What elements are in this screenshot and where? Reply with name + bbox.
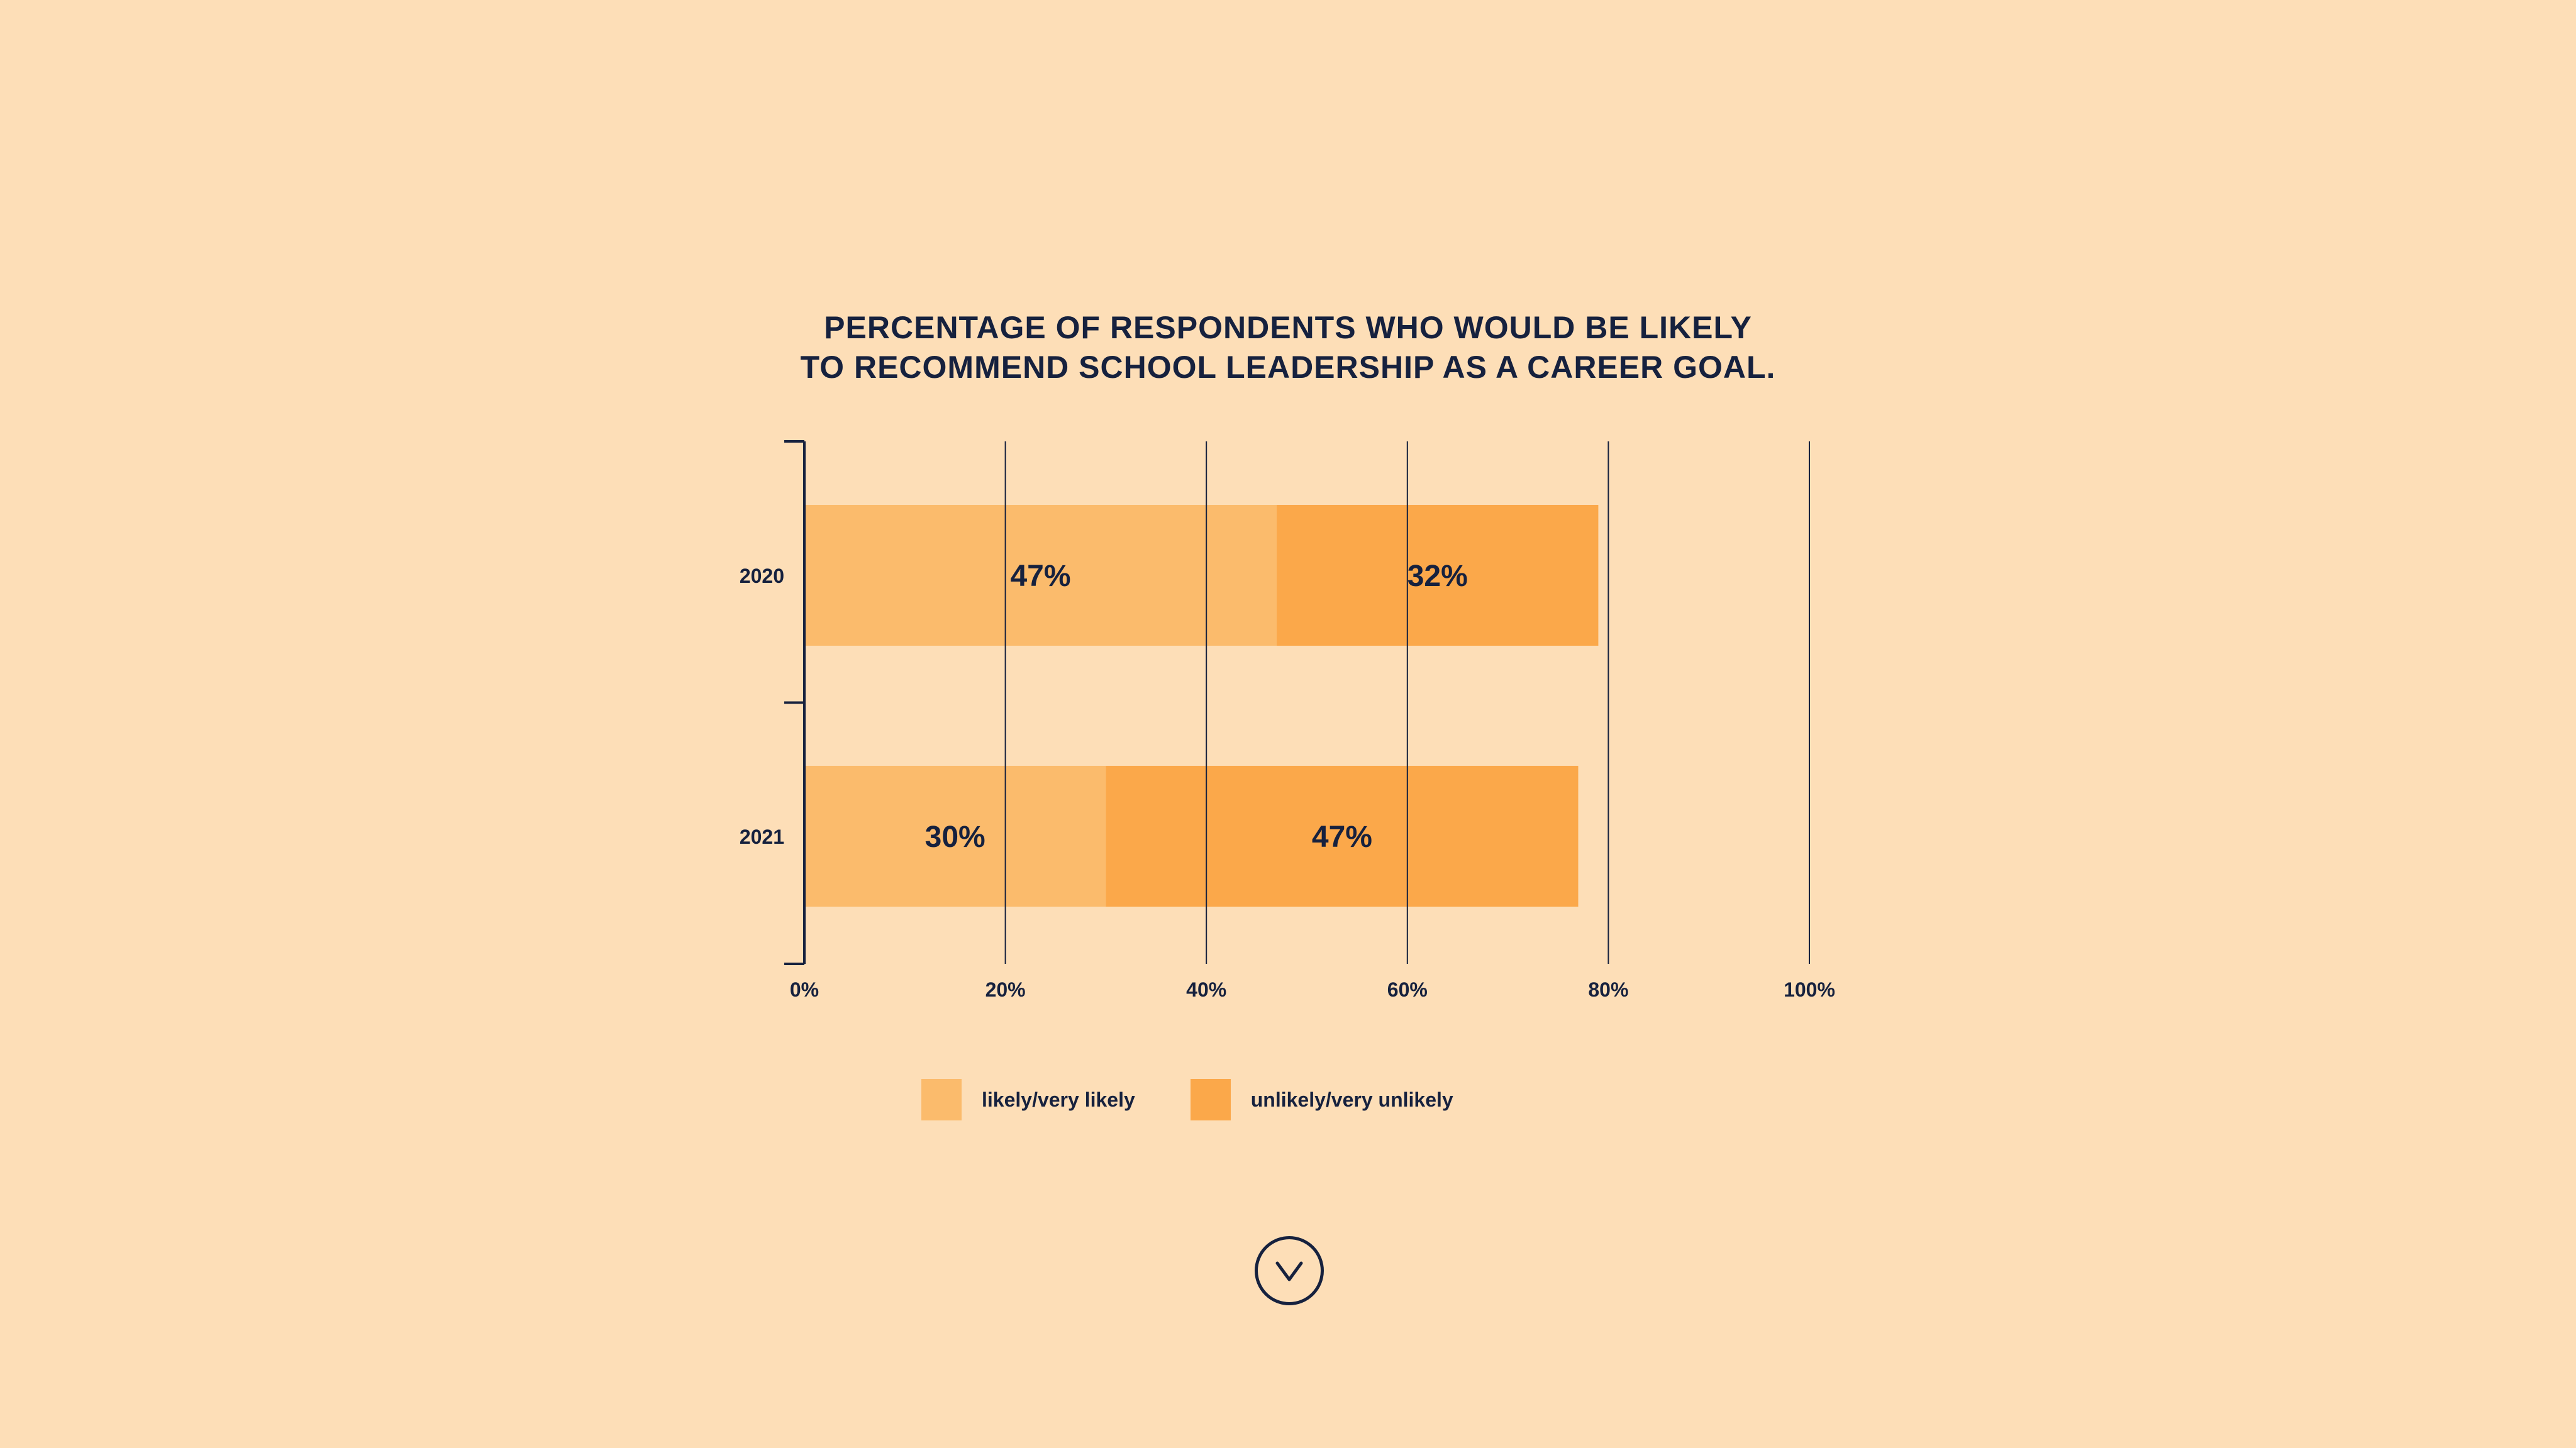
- chart-title: PERCENTAGE OF RESPONDENTS WHO WOULD BE L…: [0, 308, 2576, 387]
- bar-2020-series-2: [1277, 505, 1599, 646]
- data-label-2021-series-1: 30%: [925, 821, 985, 854]
- chart-legend: likely/very likely unlikely/very unlikel…: [921, 1079, 1509, 1120]
- legend-item-unlikely: unlikely/very unlikely: [1190, 1079, 1453, 1120]
- legend-label-unlikely: unlikely/very unlikely: [1250, 1088, 1453, 1111]
- data-label-2021-series-2: 47%: [1312, 821, 1372, 854]
- chart-plot: 47% 32% 30% 47% 2020 2021 0% 20% 40% 60% 80% 100%: [740, 440, 1835, 1001]
- legend-swatch-unlikely: [1190, 1079, 1231, 1120]
- x-tick-label-0: 0%: [790, 978, 819, 1001]
- chart-title-line-1: PERCENTAGE OF RESPONDENTS WHO WOULD BE L…: [824, 310, 1752, 345]
- y-tick-label-2020: 2020: [740, 565, 784, 587]
- bar-2021-series-1: [804, 766, 1106, 907]
- legend-item-likely: likely/very likely: [921, 1079, 1135, 1120]
- bar-2020-series-1: [804, 505, 1277, 646]
- legend-swatch-likely: [921, 1079, 962, 1120]
- x-tick-label-80: 80%: [1588, 978, 1628, 1001]
- y-tick-label-2021: 2021: [740, 826, 784, 848]
- x-tick-label-20: 20%: [985, 978, 1026, 1001]
- x-tick-label-40: 40%: [1186, 978, 1226, 1001]
- scroll-down-button[interactable]: [1255, 1236, 1324, 1305]
- bar-2021-series-2: [1106, 766, 1579, 907]
- chevron-down-icon: [1275, 1261, 1303, 1281]
- x-tick-label-100: 100%: [1784, 978, 1835, 1001]
- data-label-2020-series-2: 32%: [1407, 560, 1468, 593]
- chart-title-line-2: TO RECOMMEND SCHOOL LEADERSHIP AS A CARE…: [800, 350, 1776, 385]
- legend-label-likely: likely/very likely: [982, 1088, 1135, 1111]
- x-tick-label-60: 60%: [1387, 978, 1428, 1001]
- data-label-2020-series-1: 47%: [1010, 560, 1070, 593]
